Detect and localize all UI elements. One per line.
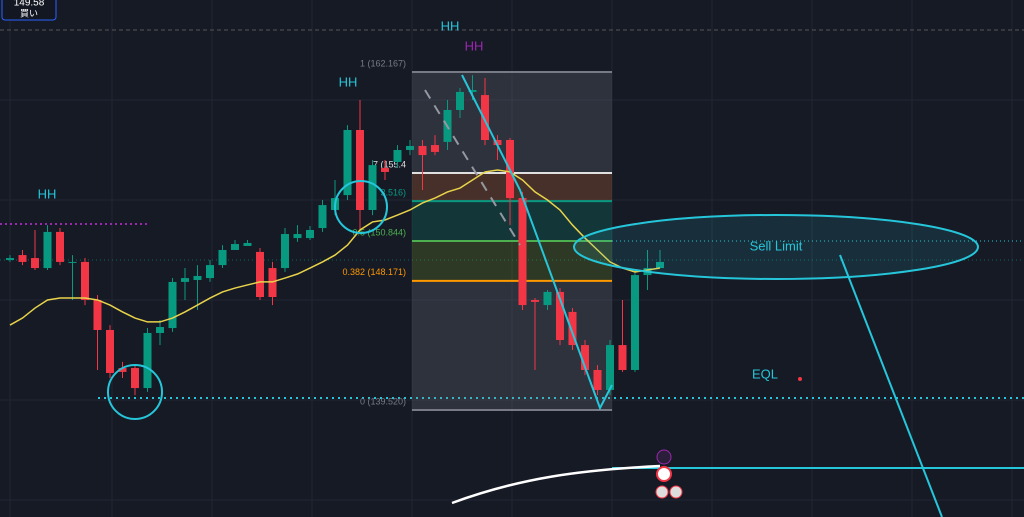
fib-zone bbox=[412, 240, 612, 281]
candle-body bbox=[181, 278, 189, 282]
candle-body bbox=[143, 332, 152, 389]
candle-body bbox=[93, 299, 102, 330]
candle-body bbox=[43, 231, 52, 269]
fib-zone bbox=[412, 201, 612, 241]
candle-body bbox=[468, 89, 477, 92]
circle-marker bbox=[334, 180, 388, 234]
fib-zone bbox=[412, 280, 612, 410]
candle-body bbox=[556, 291, 564, 340]
flag-icon bbox=[669, 485, 683, 499]
flag-icon bbox=[655, 485, 669, 499]
candle-body bbox=[356, 129, 364, 210]
candle-body bbox=[431, 145, 439, 152]
price-box bbox=[1, 0, 57, 21]
candle-body bbox=[631, 275, 639, 370]
annotation: EQL bbox=[752, 366, 778, 381]
candle-body bbox=[368, 165, 377, 210]
candle-body bbox=[581, 345, 589, 370]
candle-body bbox=[293, 234, 302, 239]
fib-label: 0.5 (150.844) bbox=[352, 227, 406, 237]
candle-body bbox=[493, 139, 502, 146]
candle-body bbox=[6, 258, 14, 260]
candle-body bbox=[168, 281, 177, 329]
trend-line bbox=[839, 254, 943, 517]
candle-body bbox=[593, 369, 602, 390]
candle-body bbox=[118, 368, 127, 372]
candle-body bbox=[318, 205, 327, 229]
annotation: Sell Limit bbox=[750, 238, 803, 253]
candle-body bbox=[256, 251, 264, 298]
circle-marker bbox=[107, 364, 163, 420]
candle-body bbox=[456, 91, 464, 110]
annotation: HH bbox=[38, 186, 57, 201]
dashed-path bbox=[424, 89, 521, 246]
event-icon bbox=[656, 449, 672, 465]
arrow-path bbox=[461, 74, 613, 411]
moving-average bbox=[9, 169, 661, 326]
dot bbox=[798, 377, 802, 381]
candle-body bbox=[206, 265, 214, 279]
annotation: HH bbox=[441, 18, 460, 33]
ellipse-zone bbox=[573, 214, 979, 280]
candle-body bbox=[306, 229, 314, 239]
candle-body bbox=[343, 129, 352, 196]
candle-body bbox=[518, 198, 527, 306]
price-box-price: 149.58 bbox=[14, 0, 45, 9]
candle-body bbox=[393, 149, 402, 162]
fib-label: 0 (139.520) bbox=[360, 396, 406, 406]
candle-body bbox=[543, 291, 552, 306]
candle-body bbox=[618, 345, 627, 370]
event-icon bbox=[656, 466, 672, 482]
fib-label: 1 (162.167) bbox=[360, 58, 406, 68]
candle-body bbox=[568, 311, 577, 346]
candle-body bbox=[406, 145, 414, 150]
candle-body bbox=[231, 244, 239, 250]
candle-body bbox=[131, 368, 139, 389]
candle-body bbox=[56, 231, 64, 262]
price-box-label: 買い bbox=[20, 8, 38, 18]
candle-body bbox=[381, 168, 389, 172]
candle-body bbox=[606, 345, 614, 390]
candle-body bbox=[18, 255, 27, 262]
annotation: HH bbox=[465, 38, 484, 53]
fib-label: 0.382 (148.171) bbox=[342, 267, 406, 277]
candle-body bbox=[531, 299, 539, 302]
candle-body bbox=[418, 145, 427, 156]
annotation: HH bbox=[339, 74, 358, 89]
candle-body bbox=[68, 261, 77, 263]
candle-body bbox=[193, 275, 202, 280]
candle-body bbox=[31, 258, 39, 269]
indicator-curve bbox=[451, 464, 661, 505]
fib-group: 1 (162.167) 7 (155.4 3.516) 0.5 (150.844) 0.… bbox=[342, 58, 612, 411]
candle-body bbox=[106, 329, 114, 373]
candle-body bbox=[481, 95, 489, 140]
candle-body bbox=[243, 242, 252, 246]
candle-body bbox=[656, 261, 664, 269]
candle-body bbox=[281, 234, 289, 269]
fib-label: 7 (155.4 bbox=[373, 159, 406, 169]
candle-body bbox=[81, 261, 89, 300]
candle-body bbox=[218, 249, 227, 266]
candle-body bbox=[156, 327, 164, 333]
fib-label: 3.516) bbox=[380, 187, 406, 197]
